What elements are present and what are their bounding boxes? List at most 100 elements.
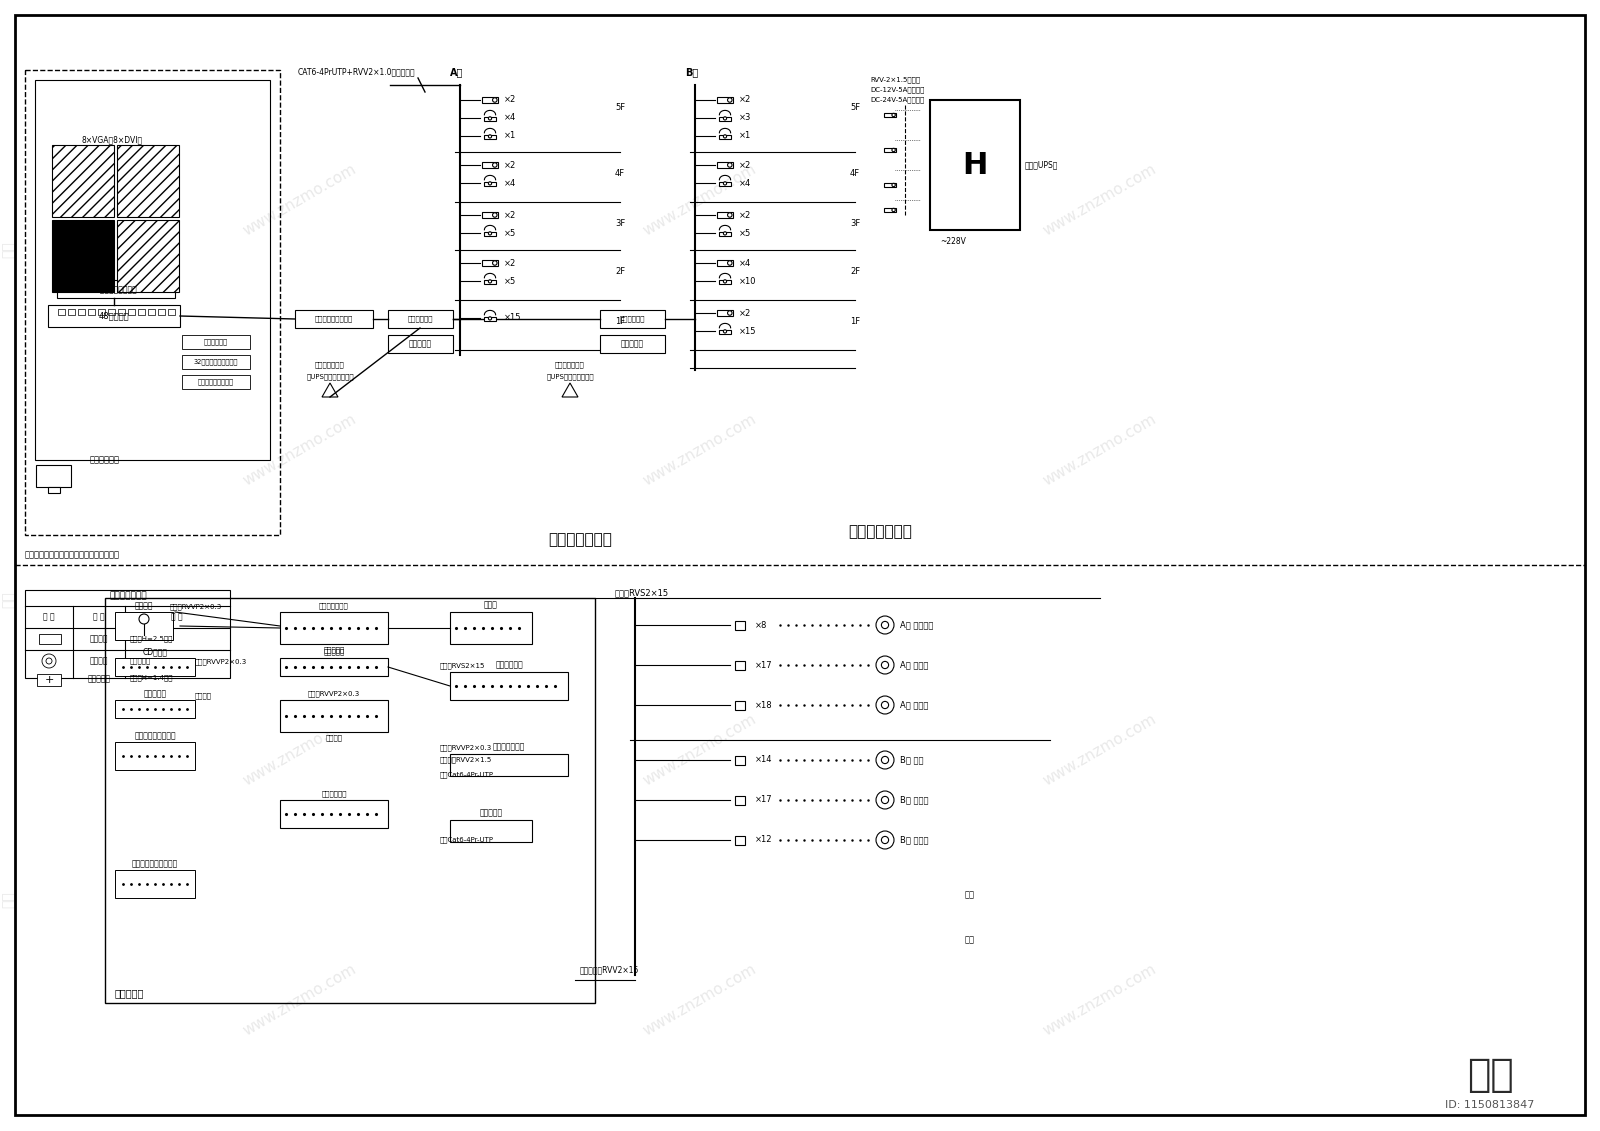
- Bar: [294, 310, 373, 328]
- Circle shape: [728, 213, 733, 217]
- Text: ×2: ×2: [739, 161, 752, 170]
- Bar: [734, 756, 746, 765]
- Bar: [26, 70, 280, 535]
- Text: 输代线RVS2×15: 输代线RVS2×15: [614, 588, 669, 597]
- Circle shape: [488, 232, 491, 235]
- Text: 网络监控室: 网络监控室: [115, 988, 144, 998]
- Bar: [485, 232, 496, 235]
- Text: 知末: 知末: [2, 891, 14, 908]
- Text: A区 二三层: A区 二三层: [899, 661, 928, 670]
- Bar: [485, 182, 496, 185]
- Text: 视频图例及说明: 视频图例及说明: [109, 592, 147, 601]
- Circle shape: [882, 662, 888, 668]
- Bar: [600, 310, 666, 328]
- Text: ~228V: ~228V: [941, 238, 966, 247]
- Circle shape: [891, 113, 896, 116]
- Circle shape: [728, 97, 733, 102]
- Bar: [117, 145, 179, 217]
- Bar: [717, 211, 733, 218]
- Text: 音频线RVVP2×0.3: 音频线RVVP2×0.3: [440, 744, 493, 751]
- Text: ×8: ×8: [755, 621, 768, 630]
- Bar: [147, 309, 155, 316]
- Circle shape: [46, 658, 51, 664]
- Text: www.znzmo.com: www.znzmo.com: [240, 412, 360, 489]
- Text: ×2: ×2: [504, 210, 517, 219]
- Text: A区 一楼全堂: A区 一楼全堂: [899, 621, 933, 630]
- Text: 接入层交换机: 接入层交换机: [408, 316, 432, 322]
- Bar: [115, 700, 195, 718]
- Text: 3F: 3F: [614, 218, 626, 227]
- Circle shape: [488, 182, 491, 185]
- Circle shape: [877, 656, 894, 674]
- Bar: [734, 700, 746, 709]
- Text: ×5: ×5: [739, 228, 752, 238]
- Text: 壁挂，H=2.5米；: 壁挂，H=2.5米；: [130, 636, 173, 642]
- Text: B区 二三层: B区 二三层: [899, 795, 928, 804]
- Text: 音频线RVVP2×0.3: 音频线RVVP2×0.3: [195, 658, 248, 665]
- Text: 备 注: 备 注: [171, 613, 182, 622]
- Text: ×4: ×4: [504, 179, 517, 188]
- Circle shape: [891, 183, 896, 187]
- Circle shape: [877, 616, 894, 634]
- Text: DC-12V-5A配电箱；: DC-12V-5A配电箱；: [870, 87, 925, 93]
- Bar: [485, 116, 496, 121]
- Bar: [115, 870, 195, 898]
- Text: 音量控制器: 音量控制器: [323, 649, 344, 655]
- Bar: [485, 317, 496, 321]
- Bar: [182, 355, 250, 369]
- Bar: [51, 145, 114, 217]
- Bar: [720, 135, 731, 139]
- Bar: [717, 260, 733, 266]
- Bar: [717, 97, 733, 103]
- Bar: [883, 148, 896, 153]
- Text: 知末: 知末: [1467, 1056, 1514, 1094]
- Text: ID: 1150813847: ID: 1150813847: [1445, 1100, 1534, 1110]
- Circle shape: [493, 213, 498, 217]
- Bar: [280, 800, 387, 828]
- Text: 地板强电: 地板强电: [325, 735, 342, 741]
- Text: 广播话筒: 广播话筒: [134, 602, 154, 611]
- Circle shape: [493, 163, 498, 167]
- Text: 五合一控制设备: 五合一控制设备: [318, 603, 349, 610]
- Text: CD播放器: CD播放器: [142, 648, 168, 656]
- Text: 3F: 3F: [850, 218, 861, 227]
- Text: 知末: 知末: [2, 242, 14, 258]
- Text: A区: A区: [450, 67, 464, 77]
- Bar: [35, 465, 70, 487]
- Text: ×10: ×10: [739, 276, 757, 285]
- Text: 音频线RVVP2×0.3: 音频线RVVP2×0.3: [307, 691, 360, 698]
- Bar: [280, 658, 387, 676]
- Bar: [158, 309, 165, 316]
- Bar: [717, 310, 733, 317]
- Text: ×15: ×15: [504, 313, 522, 322]
- Text: ×1: ×1: [739, 131, 752, 140]
- Text: +: +: [45, 675, 54, 685]
- Bar: [883, 208, 896, 213]
- Bar: [78, 309, 85, 316]
- Bar: [734, 661, 746, 670]
- Circle shape: [488, 279, 491, 283]
- Text: www.znzmo.com: www.znzmo.com: [240, 961, 360, 1038]
- Bar: [482, 211, 498, 218]
- Bar: [128, 309, 134, 316]
- Text: www.znzmo.com: www.znzmo.com: [1040, 961, 1160, 1038]
- Bar: [35, 80, 270, 460]
- Text: 1F: 1F: [614, 317, 626, 326]
- Circle shape: [139, 614, 149, 624]
- Text: 监控电源箱: 监控电源箱: [621, 339, 643, 348]
- Bar: [117, 221, 179, 292]
- Bar: [720, 116, 731, 121]
- Text: 吸顶安装；: 吸顶安装；: [130, 658, 152, 664]
- Bar: [280, 612, 387, 644]
- Text: www.znzmo.com: www.znzmo.com: [1040, 711, 1160, 788]
- Text: 监控电源箱: 监控电源箱: [408, 339, 432, 348]
- Text: DC-24V-5A配电箱；: DC-24V-5A配电箱；: [870, 96, 925, 103]
- Bar: [930, 100, 1021, 230]
- Bar: [182, 375, 250, 389]
- Text: www.znzmo.com: www.znzmo.com: [640, 162, 760, 239]
- Text: 前后级: 前后级: [485, 601, 498, 610]
- Text: 内UPS装供（金阳）；: 内UPS装供（金阳）；: [306, 373, 354, 380]
- Text: ×2: ×2: [739, 210, 752, 219]
- Text: www.znzmo.com: www.znzmo.com: [640, 711, 760, 788]
- Text: ×4: ×4: [739, 179, 752, 188]
